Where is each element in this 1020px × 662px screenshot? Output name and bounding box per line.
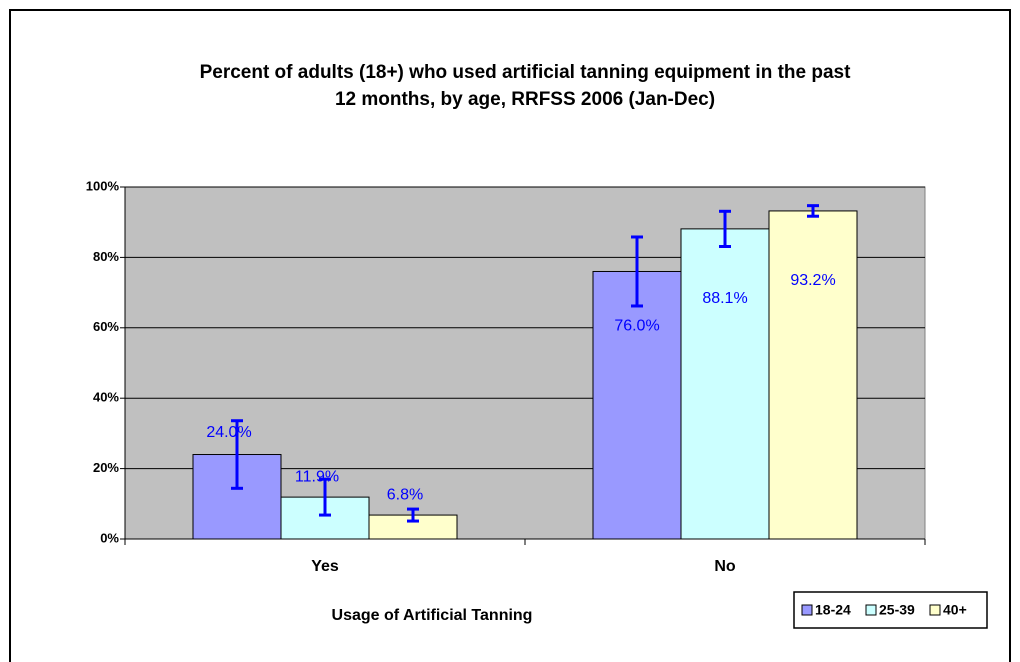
legend-label: 18-24 xyxy=(815,602,851,618)
data-label: 88.1% xyxy=(702,290,747,307)
bar xyxy=(680,228,770,540)
y-tick-label: 0% xyxy=(100,530,119,545)
y-tick-label: 60% xyxy=(93,319,119,334)
legend-swatch xyxy=(865,604,877,616)
y-tick-label: 20% xyxy=(93,460,119,475)
legend-swatch xyxy=(929,604,941,616)
chart-title: Percent of adults (18+) who used artific… xyxy=(200,62,852,83)
legend-box xyxy=(793,591,988,629)
bar xyxy=(768,210,858,540)
y-tick-label: 80% xyxy=(93,249,119,264)
data-label: 76.0% xyxy=(614,318,659,335)
x-tick-label: Yes xyxy=(311,558,339,575)
legend-label: 25-39 xyxy=(879,602,915,618)
data-label: 93.2% xyxy=(790,272,835,289)
chart-title: 12 months, by age, RRFSS 2006 (Jan-Dec) xyxy=(335,89,715,110)
y-tick-label: 100% xyxy=(86,178,120,193)
data-label: 24.0% xyxy=(206,424,251,441)
legend-label: 40+ xyxy=(943,602,967,618)
y-tick-label: 40% xyxy=(93,390,119,405)
x-tick-label: No xyxy=(714,558,736,575)
legend-swatch xyxy=(801,604,813,616)
bar xyxy=(592,270,682,540)
x-axis-title: Usage of Artificial Tanning xyxy=(332,607,533,624)
data-label: 6.8% xyxy=(387,486,423,503)
data-label: 11.9% xyxy=(295,468,339,485)
